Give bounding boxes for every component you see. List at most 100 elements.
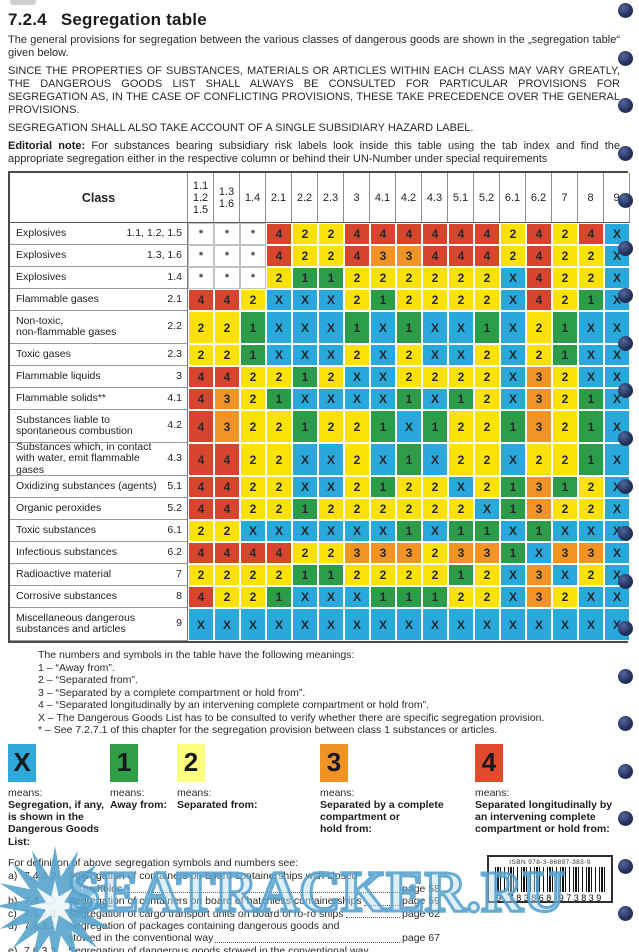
seg-cell: 1: [396, 388, 422, 410]
seg-cell: 3: [526, 498, 552, 520]
seg-cell: 1: [578, 388, 604, 410]
binding-hole: [618, 573, 633, 589]
intro-paragraph-3: SEGREGATION SHALL ALSO TAKE ACCOUNT OF A…: [8, 122, 474, 134]
row-class-number: 8: [176, 589, 182, 602]
seg-cell: 2: [526, 443, 552, 476]
section-title: 7.2.4 Segregation table: [8, 10, 620, 30]
seg-cell: 3: [214, 388, 240, 410]
meaning-note: X – The Dangerous Goods List has to be c…: [38, 711, 545, 724]
seg-cell: 2: [396, 344, 422, 366]
seg-cell: *: [188, 267, 214, 289]
column-header: 2.2: [292, 173, 318, 223]
column-header: 4.1: [370, 173, 396, 223]
segregation-table: Class 1.1 1.2 1.5 1.3 1.6 1.4 2.1 2.2 2.3 3 4.1…: [8, 171, 630, 643]
seg-cell: X: [422, 344, 448, 366]
seg-cell: 1: [266, 586, 292, 608]
section-number: 7.2.4: [8, 10, 47, 29]
row-label-name: Toxic gases: [16, 347, 71, 360]
seg-cell: X: [318, 388, 344, 410]
column-header: 4.3: [422, 173, 448, 223]
row-label: Substances liable to spontaneous combust…: [10, 410, 188, 443]
seg-cell: X: [344, 586, 370, 608]
binding-hole: [618, 50, 633, 66]
seg-cell: 2: [474, 344, 500, 366]
seg-cell: 4: [240, 542, 266, 564]
seg-cell: 4: [214, 476, 240, 498]
definition-ref: 7.6.3.3: [24, 944, 57, 952]
binding-hole: [618, 3, 633, 18]
legend-means-label: means:: [320, 786, 355, 799]
row-label-name: Flammable solids**: [16, 391, 106, 404]
seg-cell: X: [448, 608, 474, 641]
row-label: Flammable gases 2.1: [10, 289, 188, 311]
seg-cell: 4: [266, 245, 292, 267]
legend-meaning-text: Separated from:: [177, 798, 258, 811]
binding-hole: [618, 716, 633, 732]
seg-cell: 1: [552, 344, 578, 366]
seg-cell: 3: [214, 410, 240, 443]
seg-cell: 2: [552, 586, 578, 608]
seg-cell: X: [500, 311, 526, 344]
seg-cell: X: [500, 608, 526, 641]
seg-cell: 1: [240, 311, 266, 344]
seg-cell: X: [292, 388, 318, 410]
definition-ref: 7.4.3.3: [24, 895, 57, 908]
definition-text-line: Segregation of cargo transport units on …: [68, 907, 344, 920]
seg-cell: 4: [526, 245, 552, 267]
row-label-name: Non-toxic, non-flammable gases: [16, 314, 117, 338]
seg-cell: 4: [214, 498, 240, 520]
legend-item: 2 means: Separated from:: [177, 743, 320, 848]
seg-cell: X: [552, 520, 578, 542]
row-label: Flammable liquids 3: [10, 366, 188, 388]
row-label-name: Flammable liquids: [16, 369, 101, 382]
seg-cell: 2: [422, 542, 448, 564]
seg-cell: 4: [188, 498, 214, 520]
seg-cell: X: [240, 608, 266, 641]
binding-hole: [618, 288, 633, 304]
page-reference: page 59: [402, 895, 440, 908]
seg-cell: 2: [266, 267, 292, 289]
row-class-number: 5.2: [167, 501, 182, 514]
seg-cell: 3: [526, 388, 552, 410]
section-title-text: Segregation table: [60, 10, 207, 29]
seg-cell: 2: [474, 564, 500, 586]
column-header: 4.2: [396, 173, 422, 223]
definition-letter: b): [8, 895, 18, 908]
seg-cell: X: [500, 344, 526, 366]
seg-cell: 1: [370, 410, 396, 443]
seg-cell: 1: [552, 311, 578, 344]
seg-cell: 2: [474, 476, 500, 498]
seg-cell: X: [474, 498, 500, 520]
seg-cell: 1: [292, 564, 318, 586]
seg-cell: 2: [552, 443, 578, 476]
seg-cell: 1: [396, 586, 422, 608]
definition-item: e) 7.6.3.3 Segregation of dangerous goods …: [8, 945, 440, 952]
row-class-number: 1.1, 1.2, 1.5: [126, 226, 182, 239]
seg-cell: 1: [500, 542, 526, 564]
scan-artifact: [10, 0, 36, 5]
seg-cell: X: [552, 608, 578, 641]
seg-cell: X: [292, 311, 318, 344]
seg-cell: 4: [344, 223, 370, 245]
binding-hole: [618, 811, 633, 827]
seg-cell: 2: [240, 564, 266, 586]
seg-cell: 2: [448, 410, 474, 443]
seg-cell: 3: [552, 542, 578, 564]
row-label: Explosives 1.4: [10, 267, 188, 289]
seg-cell: X: [318, 520, 344, 542]
seg-cell: 2: [474, 443, 500, 476]
seg-cell: 4: [370, 223, 396, 245]
seg-cell: 2: [344, 564, 370, 586]
row-class-number: 1.3, 1.6: [146, 248, 182, 261]
column-header: 8: [578, 173, 604, 223]
seg-cell: 2: [474, 366, 500, 388]
seg-cell: 1: [292, 498, 318, 520]
seg-cell: 4: [266, 542, 292, 564]
seg-cell: 4: [188, 443, 214, 476]
seg-cell: 2: [318, 223, 344, 245]
seg-cell: X: [292, 344, 318, 366]
seg-cell: X: [344, 388, 370, 410]
seg-cell: *: [240, 267, 266, 289]
page-reference: page 58: [402, 882, 440, 895]
